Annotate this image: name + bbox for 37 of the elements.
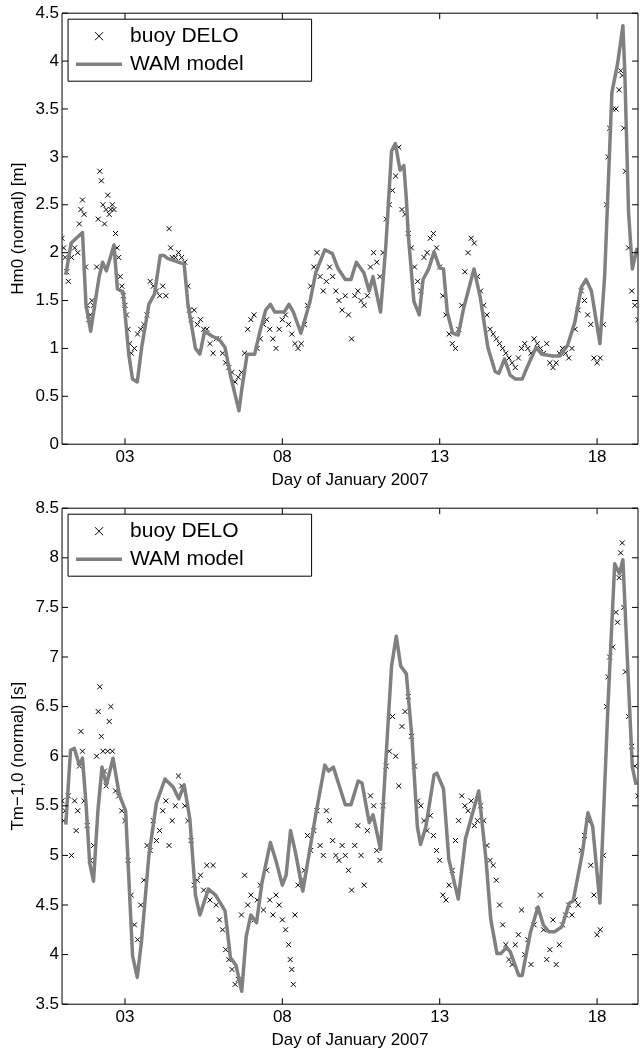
y-tick-label: 7.5 [35, 597, 60, 617]
x-tick-label: 03 [115, 447, 135, 467]
y-tick-label: 4.5 [35, 2, 60, 22]
y-tick-label: 1.5 [35, 290, 60, 310]
y-tick-label: 1 [49, 338, 60, 358]
y-tick-label: 5.5 [35, 795, 60, 815]
x-tick-label: 18 [587, 447, 607, 467]
y-tick-label: 6 [49, 745, 60, 765]
x-axis-title: Day of January 2007 [271, 470, 429, 490]
x-tick-label: 08 [272, 1007, 292, 1027]
y-tick-label: 3.5 [35, 98, 60, 118]
y-tick-label: 4.5 [35, 894, 60, 914]
y-tick-label: 0 [49, 433, 60, 453]
y-tick-label: 2.5 [35, 194, 60, 214]
legend-label: buoy DELO [130, 23, 239, 46]
y-axis-title: Tm−1,0 (normal) [s] [7, 681, 27, 831]
y-tick-label: 4 [49, 944, 60, 964]
x-axis-title: Day of January 2007 [271, 1030, 429, 1050]
y-tick-label: 0.5 [35, 386, 60, 405]
y-tick-label: 6.5 [35, 696, 60, 716]
y-tick-label: 2 [49, 242, 60, 262]
x-tick-label: 13 [430, 1007, 450, 1027]
x-tick-label: 08 [272, 447, 292, 467]
legend-label: WAM model [130, 546, 244, 569]
x-tick-label: 18 [587, 1007, 607, 1027]
y-tick-label: 7 [49, 646, 60, 666]
y-tick-label: 3 [49, 146, 60, 166]
legend-label: WAM model [130, 51, 244, 74]
y-axis-title: Hm0 (normal) [m] [7, 162, 27, 295]
y-tick-label: 8.5 [35, 497, 60, 517]
y-tick-label: 4 [49, 50, 60, 70]
x-tick-label: 03 [115, 1007, 135, 1027]
legend-label: buoy DELO [130, 518, 239, 541]
x-tick-label: 13 [430, 447, 450, 467]
y-tick-label: 5 [49, 845, 60, 865]
y-tick-label: 3.5 [35, 993, 60, 1013]
y-tick-label: 8 [49, 547, 60, 567]
